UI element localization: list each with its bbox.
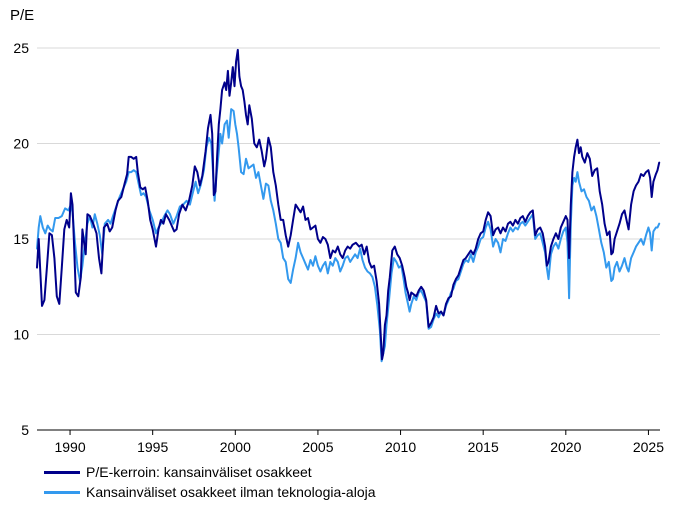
legend-label-pe-ex-tech: Kansainväliset osakkeet ilman teknologia… <box>86 484 376 500</box>
series-lines <box>36 48 661 363</box>
gridlines <box>37 47 660 335</box>
x-axis-ticks: 1990 1995 2000 2005 2010 2015 2020 2025 <box>54 430 664 455</box>
legend-item-pe-ex-tech: Kansainväliset osakkeet ilman teknologia… <box>44 482 376 502</box>
y-tick-label-10: 10 <box>13 327 29 343</box>
x-tick-label-2015: 2015 <box>468 439 499 455</box>
x-tick-label-1990: 1990 <box>54 439 85 455</box>
legend-label-pe-all: P/E-kerroin: kansainväliset osakkeet <box>86 464 312 480</box>
x-tick-label-2020: 2020 <box>550 439 581 455</box>
legend-item-pe-all: P/E-kerroin: kansainväliset osakkeet <box>44 462 376 482</box>
x-tick-label-2025: 2025 <box>633 439 664 455</box>
x-tick-label-2000: 2000 <box>220 439 251 455</box>
y-tick-label-5: 5 <box>21 422 29 438</box>
y-axis-ticks: 5 10 15 20 25 <box>13 40 29 438</box>
y-tick-label-15: 15 <box>13 231 29 247</box>
y-tick-label-20: 20 <box>13 136 29 152</box>
series-line-pe-ex-tech <box>36 108 661 363</box>
y-tick-label-25: 25 <box>13 40 29 56</box>
series-line-pe-all <box>36 48 661 361</box>
legend-swatch-pe-ex-tech <box>44 490 80 494</box>
x-tick-label-2010: 2010 <box>385 439 416 455</box>
x-tick-label-2005: 2005 <box>302 439 333 455</box>
legend: P/E-kerroin: kansainväliset osakkeet Kan… <box>44 462 376 502</box>
y-unit-label: P/E <box>10 7 34 24</box>
x-tick-label-1995: 1995 <box>137 439 168 455</box>
legend-swatch-pe-all <box>44 470 80 474</box>
